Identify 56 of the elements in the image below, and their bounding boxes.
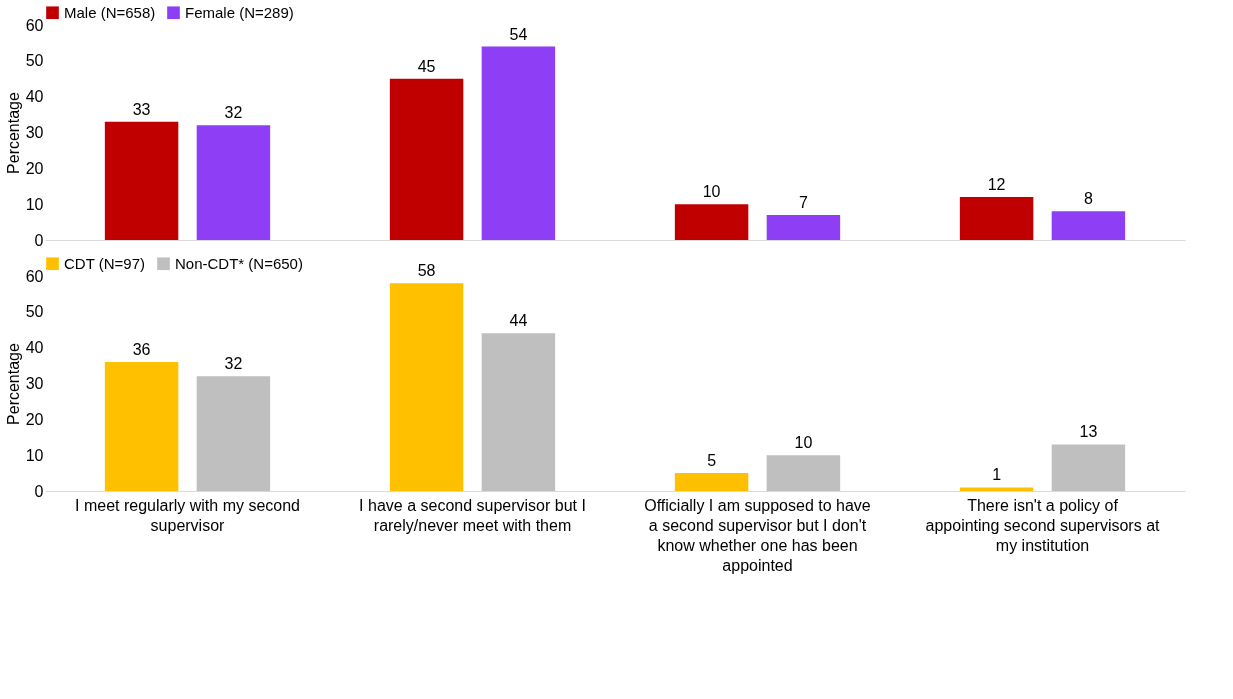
data-label: 33: [132, 100, 151, 118]
data-label: 8: [1083, 190, 1093, 208]
bar: [766, 214, 841, 240]
y-tick-label: 20: [25, 410, 44, 428]
bar: [766, 455, 841, 491]
data-label: 36: [132, 341, 151, 358]
data-label: 5: [707, 452, 717, 470]
legend-label: CDT (N=97): [64, 254, 145, 272]
bar: [196, 376, 271, 491]
bar: [389, 283, 464, 491]
x-tick-label: There isn't a policy of appointing second supervisors at my institution: [925, 496, 1161, 554]
bar: [104, 362, 179, 491]
bar: [674, 204, 749, 240]
data-label: 58: [417, 262, 436, 280]
bar: [389, 78, 464, 240]
data-label: 13: [1079, 423, 1098, 441]
y-tick-label: 50: [25, 52, 44, 70]
bar: [481, 333, 556, 491]
bar: [1051, 211, 1126, 240]
legend-label: Non-CDT* (N=650): [175, 254, 303, 272]
bar: [674, 473, 749, 491]
y-tick-label: 0: [34, 482, 44, 500]
data-label: 32: [224, 104, 243, 122]
legend-label: Male (N=658): [64, 3, 156, 21]
data-label: 10: [794, 434, 813, 452]
y-tick-label: 10: [25, 195, 44, 213]
y-tick-label: 40: [25, 88, 44, 106]
y-tick-label: 0: [34, 231, 44, 249]
data-label: 7: [798, 193, 808, 211]
y-tick-label: 60: [25, 267, 44, 285]
y-axis-title: Percentage: [4, 342, 22, 425]
bar: [959, 487, 1034, 491]
y-tick-label: 50: [25, 303, 44, 321]
y-axis-title: Percentage: [4, 91, 22, 174]
legend-label: Female (N=289): [185, 3, 294, 21]
y-tick-label: 40: [25, 339, 44, 357]
x-tick-label: I meet regularly with my second supervisor: [75, 496, 300, 534]
y-tick-label: 20: [25, 159, 44, 177]
data-label: 1: [992, 466, 1002, 484]
bar: [481, 46, 556, 240]
data-label: 54: [509, 25, 528, 43]
data-label: 12: [987, 176, 1006, 193]
x-tick-label: I have a second supervisor but I rarely/never meet with them: [359, 496, 586, 534]
data-label: 45: [417, 57, 436, 75]
y-tick-label: 30: [25, 124, 44, 141]
bar: [1051, 444, 1126, 491]
bar: [959, 197, 1034, 240]
y-tick-label: 30: [25, 375, 44, 392]
data-label: 44: [509, 312, 528, 330]
y-tick-label: 10: [25, 446, 44, 464]
y-tick-label: 60: [25, 16, 44, 34]
x-tick-label: Officially I am supposed to have a second supervisor but I don't know whether one has been appointed: [644, 496, 871, 574]
bar: [104, 121, 179, 240]
data-label: 10: [702, 183, 721, 201]
data-label: 32: [224, 355, 243, 373]
bar: [196, 125, 271, 240]
